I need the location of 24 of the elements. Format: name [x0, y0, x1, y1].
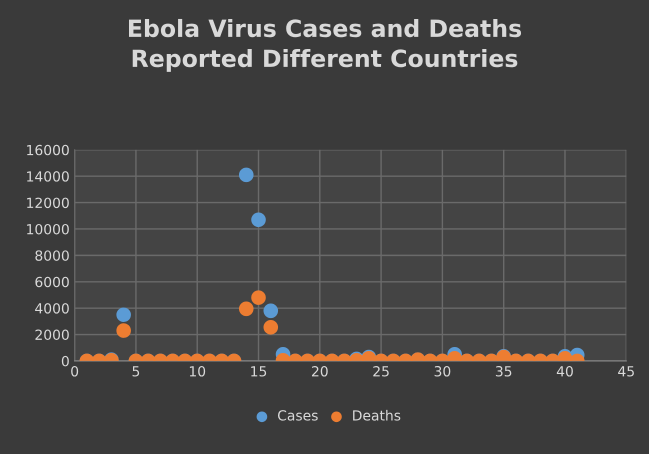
y-tick-label: 16000	[27, 144, 69, 156]
point	[251, 212, 266, 228]
y-tick-label: 0	[62, 356, 69, 366]
x-tick-label: 40	[556, 366, 573, 377]
x-tick-label: 45	[618, 366, 634, 377]
chart-title: Ebola Virus Cases and Deaths Reported Different Countries	[129, 18, 522, 72]
x-tick-label: 10	[190, 366, 206, 377]
point	[238, 168, 254, 182]
y-tick-label: 12000	[27, 198, 69, 208]
y-tick-label: 2000	[35, 330, 69, 340]
legend-label: Cases	[278, 410, 318, 421]
x-tick-label: 25	[373, 366, 389, 377]
x-tick-label: 15	[251, 366, 266, 377]
y-tick-label: 4000	[35, 303, 69, 314]
legend-label: Deaths	[353, 410, 400, 421]
y-tick-label: 6000	[35, 276, 69, 288]
y-tick-label: 10000	[27, 224, 69, 234]
x-tick-label: 35	[496, 366, 512, 377]
y-tick-label: 8000	[35, 250, 69, 261]
x-tick-label: 30	[434, 366, 450, 377]
x-tick-label: 20	[312, 366, 328, 377]
x-tick-label: 5	[132, 366, 140, 377]
y-tick-label: 14000	[27, 171, 69, 182]
x-tick-label: 0	[71, 366, 78, 377]
